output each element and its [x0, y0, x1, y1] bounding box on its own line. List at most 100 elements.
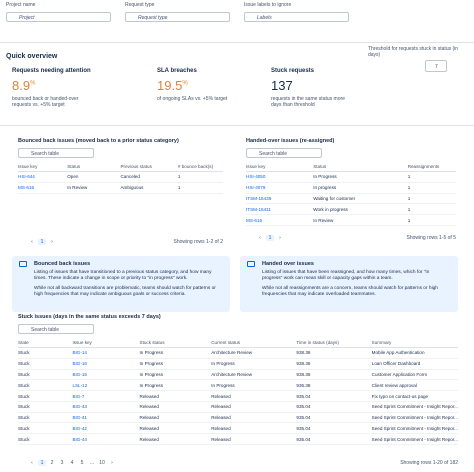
- page-button[interactable]: 10: [99, 460, 105, 466]
- table-cell: Stuck: [18, 390, 73, 402]
- table-row: HSI-4079 In progress 1: [246, 182, 456, 194]
- header-row: State Issue key Stuck status Current status…: [18, 338, 458, 348]
- table-cell: Canceled: [120, 171, 178, 183]
- filter-input[interactable]: Request type: [125, 12, 230, 22]
- table-cell[interactable]: MS-616: [18, 182, 68, 194]
- page-button[interactable]: ...: [89, 460, 95, 466]
- pager-next[interactable]: ›: [111, 460, 113, 466]
- column-header: Issue key: [18, 162, 68, 172]
- data-table: Issue key Status Reassignments HSI-4050 In P…: [246, 162, 456, 226]
- kpi-value: 19.5%: [157, 78, 188, 93]
- table-cell: Released: [139, 433, 212, 446]
- table-cell: 1: [407, 182, 456, 194]
- table-row: ITSM-15411 Work in progress 1: [246, 203, 456, 216]
- table-cell: Stuck: [18, 412, 73, 424]
- pager-next[interactable]: ›: [51, 239, 53, 245]
- info-title: Bounced back issues: [34, 261, 91, 267]
- table-cell: Stuck: [18, 401, 73, 413]
- filter-label: Request type: [125, 2, 155, 8]
- pager-next[interactable]: ›: [279, 235, 281, 241]
- page-button[interactable]: 4: [70, 460, 74, 466]
- page-button[interactable]: 5: [80, 460, 84, 466]
- kpi-number: 8.9: [12, 78, 31, 93]
- page-button[interactable]: 3: [60, 460, 64, 466]
- table-cell: 1: [407, 214, 456, 226]
- table-cell[interactable]: BIG-15: [72, 369, 140, 381]
- table-cell: In Review: [67, 182, 121, 194]
- table-cell[interactable]: BIG-43: [72, 401, 140, 413]
- search-input[interactable]: Search table: [18, 324, 94, 334]
- table-row: Stuck BIG-16 In Progress In Progress 938.36 L…: [18, 358, 458, 370]
- table-cell[interactable]: LSL-12: [72, 379, 140, 392]
- filter-input[interactable]: Project: [6, 12, 111, 22]
- table-cell: 1: [407, 171, 456, 183]
- table-cell: Seed Sprint Commitment - Insight Repor..…: [371, 401, 458, 413]
- table-cell: Stuck: [18, 358, 73, 370]
- table-cell[interactable]: HSI-4079: [246, 182, 314, 194]
- table-cell[interactable]: BIG-16: [72, 358, 140, 370]
- table-cell[interactable]: MS-616: [246, 214, 314, 226]
- search-input[interactable]: Search table: [246, 148, 322, 158]
- table-cell[interactable]: BIG-7: [72, 390, 140, 402]
- table-cell[interactable]: HSI-4050: [246, 171, 314, 183]
- search-input[interactable]: Search table: [18, 148, 94, 158]
- table-cell[interactable]: BIG-14: [72, 347, 140, 359]
- table-cell[interactable]: ITSM-15411: [246, 203, 314, 216]
- table-cell: 1: [177, 171, 223, 183]
- page-button[interactable]: 1: [38, 460, 46, 466]
- page-button[interactable]: 2: [50, 460, 54, 466]
- data-table: State Issue key Stuck status Current status…: [18, 338, 458, 446]
- table-row: Stuck BIG-43 Released Released 935.04 Seed Sp…: [18, 401, 458, 413]
- pager-prev[interactable]: ‹: [259, 235, 261, 241]
- info-icon: [19, 261, 27, 267]
- pager-prev[interactable]: ‹: [31, 239, 33, 245]
- table-row: Stuck LSL-12 In Progress In Progress 936.38 C…: [18, 379, 458, 392]
- filter-input[interactable]: Labels: [244, 12, 349, 22]
- filter-label: Project name: [6, 2, 36, 8]
- pagination: ‹ 1 ›: [28, 239, 58, 245]
- table-cell: Stuck: [18, 379, 73, 392]
- table-cell: Customer Application Form: [371, 369, 458, 381]
- table-cell: In progress: [313, 182, 408, 194]
- threshold-input[interactable]: 7: [425, 60, 447, 72]
- table-cell: Released: [139, 422, 212, 435]
- kpi-title: Stuck requests: [271, 68, 315, 74]
- table-cell: 936.38: [296, 379, 372, 392]
- table-cell: Released: [211, 433, 297, 446]
- column-header: Current status: [211, 338, 297, 348]
- table-cell[interactable]: ITSM-15439: [246, 193, 314, 205]
- table-row: Stuck BIG-14 In Progress Architecture Revie…: [18, 347, 458, 359]
- column-header: Status: [67, 162, 121, 172]
- kpi-desc: of ongoing SLAs vs. +5% target: [157, 96, 228, 102]
- divider: [0, 125, 474, 126]
- divider: [0, 42, 474, 43]
- info-text: While not all reassignments are a concer…: [262, 286, 438, 297]
- table-cell: 938.36: [296, 369, 372, 381]
- page-button[interactable]: 1: [38, 239, 46, 245]
- table-cell: Loan Officer Dashboard: [371, 358, 458, 370]
- table-cell[interactable]: BIG-42: [72, 422, 140, 435]
- pagination: ‹ 1 ›: [256, 235, 286, 241]
- table-cell: Released: [211, 422, 297, 435]
- table-cell[interactable]: BIG-44: [72, 433, 140, 446]
- table-cell[interactable]: BIG-41: [72, 412, 140, 424]
- pager-prev[interactable]: ‹: [31, 460, 33, 466]
- column-header: State: [18, 338, 73, 348]
- info-text: Listing of issues that have transitioned…: [34, 270, 212, 281]
- column-header: Status: [313, 162, 408, 172]
- kpi-unit: %: [30, 80, 36, 87]
- table-cell: Stuck: [18, 347, 73, 359]
- table-cell[interactable]: HSI-644: [18, 171, 68, 183]
- page-button[interactable]: 1: [266, 235, 274, 241]
- table-cell: In Progress: [139, 358, 212, 370]
- table-cell: 935.04: [296, 422, 372, 435]
- kpi-value: 8.9%: [12, 78, 35, 93]
- table-cell: Mobile App Authentication: [371, 347, 458, 359]
- table-cell: In Progress: [139, 369, 212, 381]
- filter-label: Issue labels to ignore: [244, 2, 292, 8]
- table-title: Handed-over issues (re-assigned): [246, 138, 335, 144]
- table-row: MS-616 In Review 1: [246, 214, 456, 226]
- table-cell: In Review: [313, 214, 408, 226]
- info-panel: Bounced back issues Listing of issues tha…: [12, 256, 230, 312]
